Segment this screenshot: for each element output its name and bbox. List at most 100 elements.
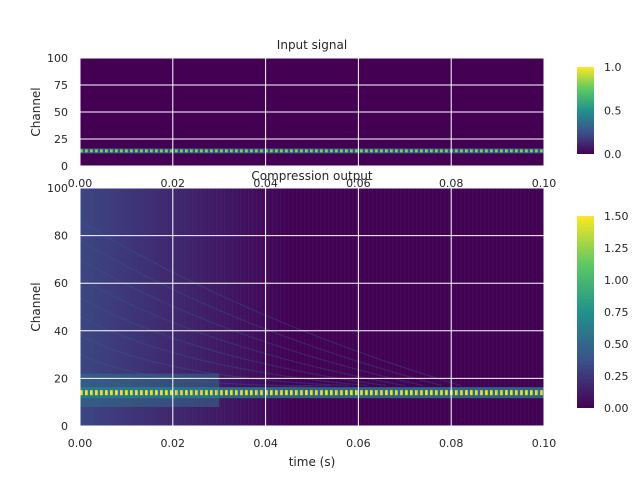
onset-fringe (79, 220, 461, 387)
band-segment (150, 390, 153, 396)
band-segment (495, 390, 498, 396)
band-segment (360, 149, 363, 153)
x-tick-label: 0.10 (532, 177, 557, 190)
band-segment (125, 390, 128, 396)
band-segment (250, 390, 253, 396)
band-segment (325, 390, 328, 396)
band-segment (305, 390, 308, 396)
band-segment (480, 149, 483, 153)
band-segment (520, 390, 523, 396)
band-segment (340, 149, 343, 153)
band-segment (345, 149, 348, 153)
band-segment (415, 149, 418, 153)
x-tick-label: 0.10 (532, 437, 557, 450)
y-tick-label: 25 (54, 133, 68, 146)
band-segment (320, 149, 323, 153)
band-segment (240, 390, 243, 396)
band-segment (110, 149, 113, 153)
y-tick-label: 100 (47, 182, 68, 195)
x-tick-label: 0.06 (346, 437, 371, 450)
band-segment (410, 390, 413, 396)
band-segment (195, 149, 198, 153)
band-segment (235, 390, 238, 396)
band-segment (245, 390, 248, 396)
band-segment (380, 149, 383, 153)
band-segment (100, 149, 103, 153)
band-segment (260, 390, 263, 396)
band-segment (295, 149, 298, 153)
compression-output-colorbar-gradient (577, 216, 594, 408)
input-signal-yticks: 0 25 50 75 100 (47, 52, 68, 173)
band-segment (445, 390, 448, 396)
band-segment (375, 390, 378, 396)
input-signal-grid (79, 57, 545, 167)
band-segment (370, 149, 373, 153)
band-segment (400, 149, 403, 153)
band-segment (305, 149, 308, 153)
input-signal-colorbar: 0.0 0.5 1.0 (577, 61, 622, 161)
band-segment (520, 149, 523, 153)
input-signal-ylabel: Channel (29, 87, 43, 136)
colorbar-tick-label: 0.5 (604, 105, 622, 118)
band-segment (465, 390, 468, 396)
y-tick-label: 75 (54, 79, 68, 92)
x-tick-label: 0.00 (68, 177, 93, 190)
compression-output-yticks: 0 20 40 60 80 100 (47, 182, 68, 433)
compression-output-ylabel: Channel (29, 282, 43, 331)
band-segment (430, 149, 433, 153)
band-segment (350, 149, 353, 153)
band-segment (505, 149, 508, 153)
band-segment (530, 390, 533, 396)
band-segment (90, 390, 93, 396)
band-segment (155, 149, 158, 153)
band-segment (170, 149, 173, 153)
compression-output-title: Compression output (251, 169, 373, 183)
band-segment (220, 390, 223, 396)
band-segment (270, 390, 273, 396)
y-tick-label: 50 (54, 106, 68, 119)
band-segment (330, 390, 333, 396)
band-segment (495, 149, 498, 153)
band-segment (510, 149, 513, 153)
band-segment (330, 149, 333, 153)
y-tick-label: 40 (54, 325, 68, 338)
band-segment (260, 149, 263, 153)
band-segment (280, 390, 283, 396)
band-segment (380, 390, 383, 396)
band-segment (110, 390, 113, 396)
band-segment (175, 390, 178, 396)
band-segment (480, 390, 483, 396)
band-segment (315, 390, 318, 396)
colorbar-tick-label: 1.25 (604, 242, 629, 255)
band-segment (385, 149, 388, 153)
band-segment (280, 149, 283, 153)
band-segment (310, 390, 313, 396)
band-segment (415, 390, 418, 396)
band-segment (175, 149, 178, 153)
band-segment (205, 149, 208, 153)
band-segment (245, 149, 248, 153)
band-segment (290, 390, 293, 396)
band-segment (270, 149, 273, 153)
band-segment (460, 149, 463, 153)
band-segment (235, 149, 238, 153)
band-segment (100, 390, 103, 396)
band-segment (190, 390, 193, 396)
band-segment (350, 390, 353, 396)
band-segment (295, 390, 298, 396)
band-segment (265, 149, 268, 153)
band-segment (300, 390, 303, 396)
band-segment (290, 149, 293, 153)
colorbar-tick-label: 0.75 (604, 306, 629, 319)
band-segment (145, 149, 148, 153)
band-segment (165, 390, 168, 396)
band-segment (355, 149, 358, 153)
band-segment (405, 390, 408, 396)
y-tick-label: 20 (54, 372, 68, 385)
band-segment (465, 149, 468, 153)
band-segment (530, 149, 533, 153)
colorbar-tick-label: 0.00 (604, 402, 629, 415)
band-segment (365, 149, 368, 153)
x-tick-label: 0.08 (439, 177, 464, 190)
band-segment (205, 390, 208, 396)
